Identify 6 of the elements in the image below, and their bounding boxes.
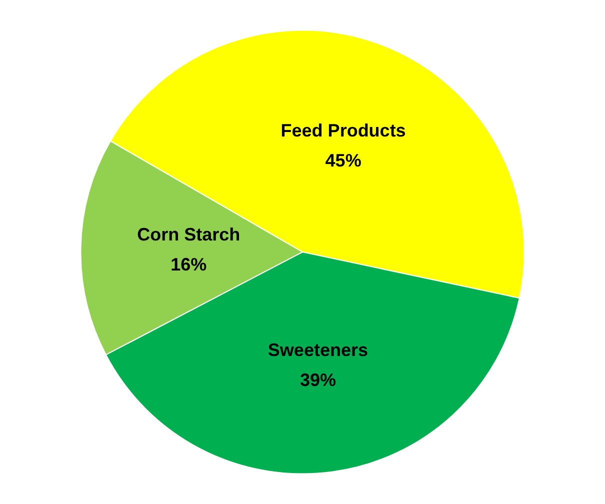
slice-label: Sweeteners (268, 340, 368, 360)
slice-label: Corn Starch (137, 224, 240, 245)
data-label: 45% (325, 150, 362, 171)
data-label: 39% (300, 370, 336, 390)
slice-label: Feed Products (280, 120, 406, 141)
data-label: 16% (170, 254, 207, 275)
